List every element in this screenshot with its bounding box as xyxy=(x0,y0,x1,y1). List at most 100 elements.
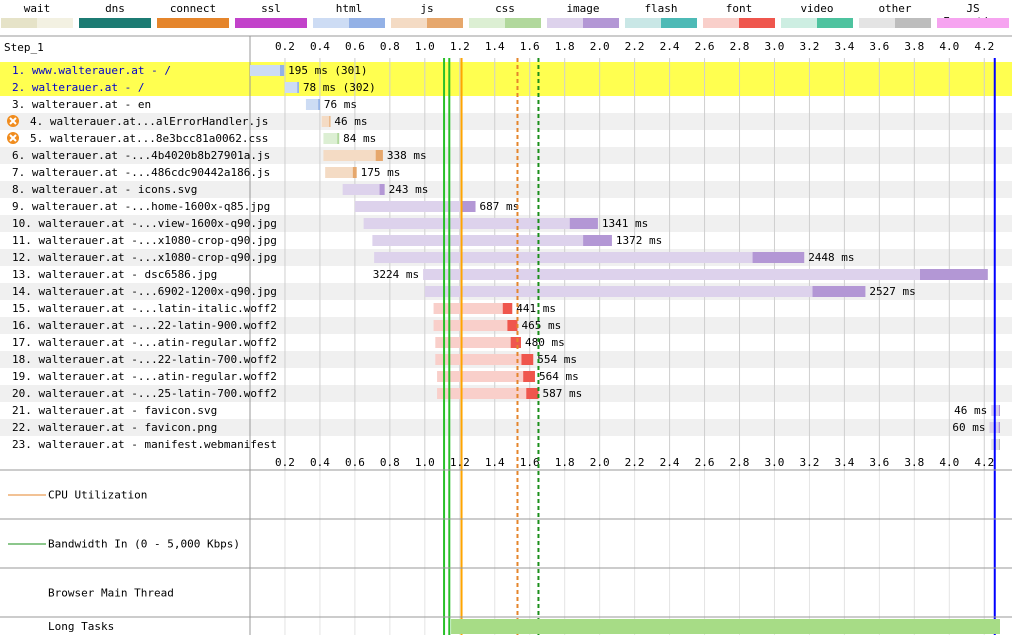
table-row xyxy=(0,96,1012,113)
axis-tick-label: 1.6 xyxy=(520,456,540,469)
panel-label: Long Tasks xyxy=(48,620,114,633)
request-time: 564 ms xyxy=(539,370,579,383)
request-bar-download xyxy=(998,439,1000,450)
axis-tick-label: 1.2 xyxy=(450,40,470,53)
request-bar xyxy=(437,371,535,382)
legend-label: wait xyxy=(23,2,51,15)
legend-swatch xyxy=(427,18,463,28)
axis-tick-label: 2.0 xyxy=(590,40,610,53)
table-row xyxy=(0,130,1012,147)
legend-swatch xyxy=(547,18,583,28)
axis-tick-label: 4.2 xyxy=(974,40,994,53)
axis-tick-label: 3.0 xyxy=(765,456,785,469)
request-bar xyxy=(423,269,988,280)
request-bar-download xyxy=(375,150,383,161)
request-label: 18. walterauer.at -...22-latin-700.woff2 xyxy=(12,353,277,366)
legend-item: video xyxy=(781,0,853,34)
axis-tick-label: 0.2 xyxy=(275,456,295,469)
request-time: 78 ms (302) xyxy=(303,81,376,94)
request-bar xyxy=(437,388,539,399)
axis-tick-label: 2.4 xyxy=(660,40,680,53)
request-link[interactable]: 2. walterauer.at - / xyxy=(12,81,144,94)
request-bar-download xyxy=(507,320,518,331)
request-bar-download xyxy=(812,286,866,297)
legend-label: ssl xyxy=(261,2,281,15)
table-row xyxy=(0,402,1012,419)
request-bar xyxy=(433,303,513,314)
axis-tick-label: 2.6 xyxy=(695,456,715,469)
legend-swatch xyxy=(583,18,619,28)
legend-swatch xyxy=(391,18,427,28)
legend-swatch xyxy=(937,18,973,28)
legend-label: other xyxy=(878,2,912,15)
request-bar-download xyxy=(523,371,535,382)
request-label: 20. walterauer.at -...25-latin-700.woff2 xyxy=(12,387,277,400)
legend-label: image xyxy=(566,2,600,15)
axis-tick-label: 4.2 xyxy=(974,456,994,469)
request-bar xyxy=(323,150,383,161)
legend-label: video xyxy=(800,2,834,15)
table-row xyxy=(0,436,1012,453)
axis-tick-label: 3.2 xyxy=(800,40,820,53)
axis-tick-label: 2.6 xyxy=(695,40,715,53)
legend-item: connect xyxy=(157,0,229,34)
request-label: 13. walterauer.at - dsc6586.jpg xyxy=(12,268,217,281)
axis-tick-label: 0.6 xyxy=(345,456,365,469)
legend: wait dns connect ssl html js css image flash font… xyxy=(0,0,1012,34)
request-label: 22. walterauer.at - favicon.png xyxy=(12,421,217,434)
request-bar xyxy=(250,65,285,76)
request-bar-download xyxy=(318,99,320,110)
request-time: 2527 ms xyxy=(869,285,915,298)
legend-item: JS Execution xyxy=(937,0,1009,34)
legend-swatch xyxy=(817,18,853,28)
request-time: 60 ms xyxy=(952,421,985,434)
axis-tick-label: 3.4 xyxy=(834,456,854,469)
request-bar-download xyxy=(526,388,539,399)
request-link[interactable]: 1. www.walterauer.at - / xyxy=(12,64,171,77)
request-bar xyxy=(284,82,299,93)
axis-tick-label: 3.6 xyxy=(869,456,889,469)
axis-tick-label: 3.6 xyxy=(869,40,889,53)
axis-tick-label: 0.2 xyxy=(275,40,295,53)
axis-tick-label: 2.8 xyxy=(730,40,750,53)
request-bar-download xyxy=(510,337,521,348)
legend-swatch xyxy=(781,18,817,28)
request-bar-download xyxy=(352,167,357,178)
axis-tick-label: 1.2 xyxy=(450,456,470,469)
axis-tick-label: 1.6 xyxy=(520,40,540,53)
request-label: 11. walterauer.at -...x1080-crop-q90.jpg xyxy=(12,234,277,247)
table-row xyxy=(0,164,1012,181)
request-time: 76 ms xyxy=(324,98,357,111)
request-time: 554 ms xyxy=(537,353,577,366)
request-time: 175 ms xyxy=(361,166,401,179)
request-time: 46 ms xyxy=(334,115,367,128)
request-label: 15. walterauer.at -...latin-italic.woff2 xyxy=(12,302,277,315)
legend-label: flash xyxy=(644,2,678,15)
legend-item: js xyxy=(391,0,463,34)
request-label: 8. walterauer.at - icons.svg xyxy=(12,183,197,196)
legend-swatch xyxy=(973,18,1009,28)
legend-swatch xyxy=(859,18,895,28)
error-icon xyxy=(9,134,17,142)
axis-tick-label: 2.4 xyxy=(660,456,680,469)
request-label: 17. walterauer.at -...atin-regular.woff2 xyxy=(12,336,277,349)
request-bar xyxy=(354,201,476,212)
request-bar-download xyxy=(461,201,476,212)
request-label: 10. walterauer.at -...view-1600x-q90.jpg xyxy=(12,217,277,230)
legend-label: dns xyxy=(105,2,125,15)
request-time: 480 ms xyxy=(525,336,565,349)
legend-label: css xyxy=(495,2,515,15)
request-bar-download xyxy=(583,235,612,246)
legend-swatch xyxy=(157,18,193,28)
axis-tick-label: 1.0 xyxy=(415,40,435,53)
request-time: 1341 ms xyxy=(602,217,648,230)
axis-tick-label: 1.4 xyxy=(485,456,505,469)
axis-tick-label: 1.8 xyxy=(555,456,575,469)
legend-swatch xyxy=(313,18,349,28)
request-bar-download xyxy=(752,252,805,263)
request-bar xyxy=(433,320,518,331)
axis-tick-label: 2.8 xyxy=(730,456,750,469)
request-time: 243 ms xyxy=(389,183,429,196)
legend-item: html xyxy=(313,0,385,34)
request-bar xyxy=(305,99,320,110)
